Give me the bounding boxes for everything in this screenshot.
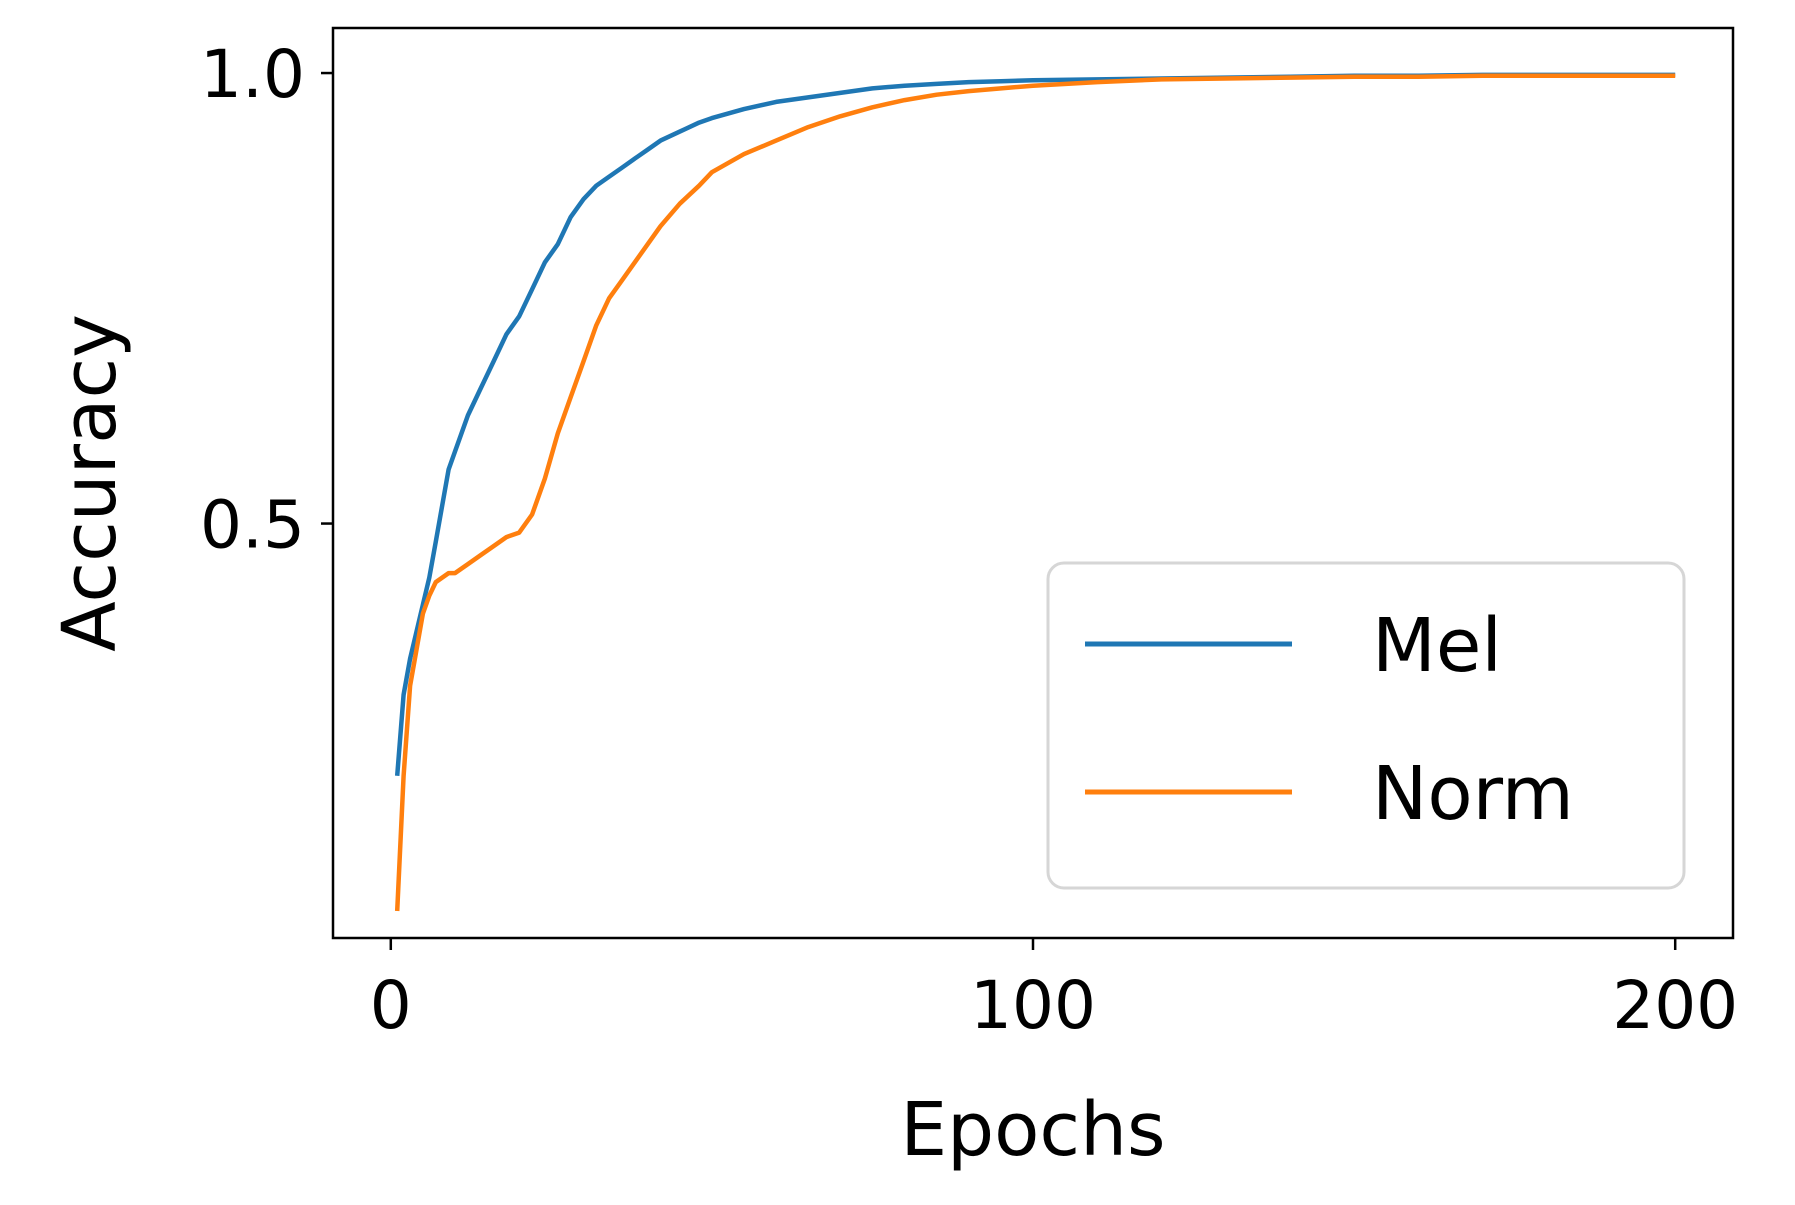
x-axis-label: Epochs (900, 1087, 1165, 1173)
y-tick-label: 0.5 (200, 487, 305, 564)
x-tick-label: 200 (1612, 967, 1738, 1044)
legend-label-mel: Mel (1372, 603, 1502, 689)
legend-box (1046, 561, 1686, 890)
y-axis-label: Accuracy (47, 314, 133, 652)
legend-label-norm: Norm (1372, 751, 1574, 837)
y-tick-label: 1.0 (200, 36, 305, 113)
series-layer (394, 72, 1676, 912)
axis-layer: 0 100 200 0.5 1.0 (200, 36, 1738, 1044)
legend: Mel Norm (1046, 561, 1686, 890)
x-tick-label: 0 (370, 967, 412, 1044)
x-tick-label: 100 (970, 967, 1096, 1044)
series-line-norm (394, 73, 1676, 912)
